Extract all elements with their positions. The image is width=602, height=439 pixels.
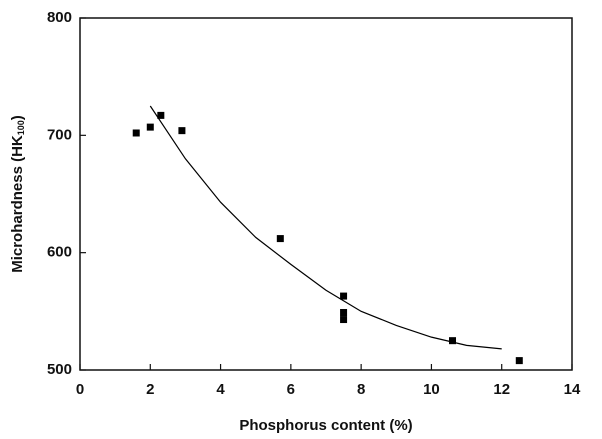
x-axis-label: Phosphorus content (%): [239, 417, 412, 434]
data-point: [157, 111, 165, 119]
data-point: [132, 129, 140, 137]
x-tick-label: 12: [493, 381, 510, 398]
x-tick-label: 0: [76, 381, 84, 398]
data-point: [340, 316, 348, 324]
y-label-sub: 100: [16, 120, 26, 135]
x-tick-label: 2: [146, 381, 154, 398]
x-tick-label: 4: [216, 381, 225, 398]
y-label-end: ): [9, 115, 26, 120]
data-point: [515, 357, 523, 365]
x-tick-label: 8: [357, 381, 365, 398]
data-point: [276, 235, 284, 243]
y-label-main: Microhardness (HK: [9, 135, 26, 273]
y-axis-label: Microhardness (HK100): [9, 115, 26, 273]
data-point: [340, 309, 348, 317]
x-tick-label: 14: [564, 381, 581, 398]
fit-curve: [149, 105, 502, 350]
y-tick-label: 800: [47, 9, 72, 26]
data-point: [146, 123, 154, 131]
x-tick-label: 6: [287, 381, 295, 398]
y-tick-label: 700: [47, 126, 72, 143]
data-point: [449, 337, 457, 345]
data-point: [178, 127, 186, 135]
x-tick-label: 10: [423, 381, 440, 398]
data-point: [340, 292, 348, 300]
y-tick-label: 600: [47, 244, 72, 261]
y-tick-label: 500: [47, 361, 72, 378]
plot-frame: [79, 17, 573, 371]
